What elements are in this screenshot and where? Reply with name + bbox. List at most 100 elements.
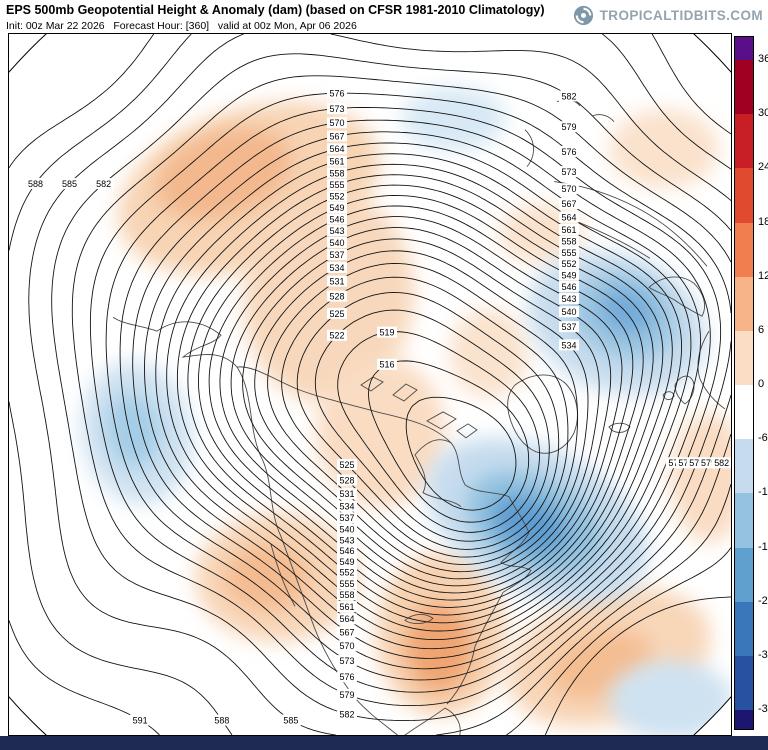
coastline <box>553 181 708 267</box>
colorbar-segment <box>735 222 753 277</box>
coastline <box>404 614 434 624</box>
contour-label-bg <box>327 117 347 129</box>
coastline <box>392 383 418 402</box>
colorbar-segment <box>735 276 753 331</box>
contour-label-bg <box>698 457 719 469</box>
contour-label-bg <box>327 307 347 319</box>
contour-label: 576 <box>330 89 345 99</box>
contour-label-bg <box>327 143 347 155</box>
contour-label-bg <box>559 166 579 178</box>
coastline <box>112 316 158 332</box>
contour-label-bg <box>327 155 347 167</box>
colorbar-tick: 12 <box>758 269 768 282</box>
contour-label: 540 <box>340 524 355 534</box>
footer-bar <box>0 736 768 750</box>
contour-label-bg <box>559 90 579 102</box>
contour-label: 552 <box>562 259 577 269</box>
contour-label: 516 <box>380 360 395 370</box>
contour-label: 588 <box>214 715 229 725</box>
cyclone-icon <box>573 5 593 26</box>
contour-label-bg <box>337 577 357 589</box>
contour-label: 543 <box>562 294 577 304</box>
contour-label-bg <box>337 613 357 625</box>
colorbar-segment <box>735 710 753 730</box>
height-contours <box>9 34 731 735</box>
coastline <box>456 423 478 439</box>
contour-label-bg <box>559 269 579 281</box>
contour-label-bg <box>327 213 347 225</box>
coastline <box>524 129 534 167</box>
colorbar-tick: -12 <box>758 486 768 499</box>
colorbar-segment <box>735 385 753 440</box>
weather-map-svg: 5765735705675645615585555525495465435405… <box>9 34 731 735</box>
contour-label: 531 <box>340 489 355 499</box>
colorbar-tick: -24 <box>758 594 768 607</box>
contour-label: 549 <box>340 557 355 567</box>
contour-label-bg <box>337 688 357 700</box>
contour-label-bg <box>559 198 579 210</box>
coastline <box>500 532 532 593</box>
contour-label-bg <box>337 523 357 535</box>
coastline <box>426 411 457 430</box>
coastline <box>697 330 726 410</box>
contour-label: 570 <box>330 118 345 128</box>
contour-label-bg <box>327 130 347 142</box>
contour-label-bg <box>327 236 347 248</box>
contour-label-bg <box>327 167 347 179</box>
contour-label: 537 <box>330 250 345 260</box>
contour-label: 585 <box>283 715 298 725</box>
colorbar-tick: -30 <box>758 648 768 661</box>
contour-label-bg <box>327 275 347 287</box>
contour-label: 540 <box>330 238 345 248</box>
contour-label: 576 <box>562 147 577 157</box>
colorbar-tick: 30 <box>758 107 768 120</box>
contour-label-bg <box>559 339 579 351</box>
contour-label: 549 <box>330 203 345 213</box>
contour-label-bg <box>559 306 579 318</box>
contour-label: 582 <box>562 91 577 101</box>
colorbar-tick: 0 <box>758 378 765 390</box>
contour-label-bg <box>327 87 347 99</box>
header: EPS 500mb Geopotential Height & Anomaly … <box>6 3 545 32</box>
contour-label-bg <box>337 458 357 470</box>
contour-label-bg <box>337 500 357 512</box>
colorbar-tick: 24 <box>758 161 768 174</box>
colorbar-segment <box>735 601 753 656</box>
map-area: 576 573 570 567 564 561 558 555 552 549 546 543 540 5… <box>8 33 732 736</box>
anomaly-neg-top-center <box>402 86 506 151</box>
contour-label-bg <box>337 545 357 557</box>
contour-label: 534 <box>562 340 577 350</box>
anomaly-pos-west-us-core <box>225 544 309 611</box>
contour-label-bg <box>59 178 80 190</box>
contour-label: 561 <box>562 225 577 235</box>
contour-label: 564 <box>562 212 577 222</box>
contour-label-bg <box>337 474 357 486</box>
contour-label-bg <box>559 121 579 133</box>
coastline <box>156 321 402 735</box>
contour-label-bg <box>337 566 357 578</box>
contour-label: 537 <box>562 322 577 332</box>
contour-label: 558 <box>330 168 345 178</box>
anomaly-pos-pole-center <box>316 358 446 508</box>
tropicaltidbits-logo[interactable]: TROPICALTIDBITS.COM <box>572 4 763 27</box>
logo-text: TROPICALTIDBITS.COM <box>599 8 763 23</box>
contour-label-bg <box>337 708 357 720</box>
contour-label-bg <box>337 589 357 601</box>
colorbar-segment <box>735 37 753 60</box>
contour-label: 543 <box>340 535 355 545</box>
contour-label: 576 <box>689 458 704 468</box>
contour-label: 573 <box>340 656 355 666</box>
contour-label-bg <box>327 179 347 191</box>
contour-label: 546 <box>562 282 577 292</box>
contour-label-bg <box>327 225 347 237</box>
contour-label: 549 <box>562 270 577 280</box>
contour-label-bg <box>337 601 357 613</box>
contour-label: 579 <box>562 122 577 132</box>
map-title: EPS 500mb Geopotential Height & Anomaly … <box>6 3 545 17</box>
contour-label: 582 <box>340 709 355 719</box>
contour-label-bg <box>337 534 357 546</box>
contour-label: 534 <box>330 263 345 273</box>
contour-label: 546 <box>330 214 345 224</box>
colorbar-tick: 36 <box>758 53 768 65</box>
contour-label-bg <box>327 202 347 213</box>
